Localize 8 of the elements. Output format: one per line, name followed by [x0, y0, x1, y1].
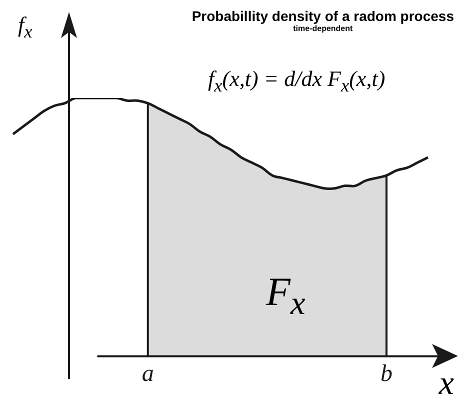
annotation: F$_{x}$	[266, 268, 306, 323]
y-axis-title: f$_{x}$	[18, 12, 32, 42]
chart-subtitle: time-dependent	[292, 24, 354, 33]
text: f$_{x}$(x,t) = d/dx F$_{x}$(x,t)	[208, 66, 386, 96]
chart-title: Probabillity density of a radom process	[192, 8, 454, 24]
x-tick-label: b	[380, 360, 392, 387]
x-tick-label: a	[142, 360, 154, 387]
x-axis-title: x	[438, 365, 454, 401]
